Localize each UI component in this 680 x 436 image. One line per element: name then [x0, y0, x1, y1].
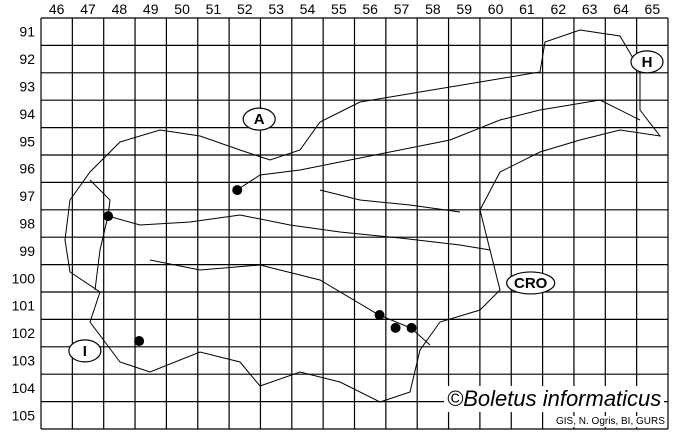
- region-label-ellipse: [630, 50, 664, 74]
- border-polygon: [64, 29, 662, 403]
- column-label: 56: [362, 1, 378, 17]
- column-label: 46: [49, 1, 65, 17]
- row-label: 97: [19, 188, 35, 204]
- river: [149, 259, 431, 346]
- column-label: 57: [394, 1, 410, 17]
- record-dot: [134, 336, 145, 347]
- row-label: 92: [19, 51, 35, 67]
- row-label: 94: [19, 106, 35, 122]
- row-label: 102: [12, 325, 36, 341]
- river: [319, 189, 461, 213]
- region-label: I: [83, 343, 87, 360]
- column-label: 51: [206, 1, 222, 17]
- region-label: A: [254, 111, 265, 128]
- region-label-ellipse: [506, 271, 556, 295]
- row-label: 99: [19, 243, 35, 259]
- region-label-ellipse: [68, 339, 102, 363]
- column-label: 47: [80, 1, 96, 17]
- row-label: 105: [12, 407, 36, 423]
- column-label: 49: [143, 1, 159, 17]
- column-label: 63: [582, 1, 598, 17]
- column-label: 60: [488, 1, 504, 17]
- row-label: 93: [19, 79, 35, 95]
- column-label: 50: [174, 1, 190, 17]
- column-label: 52: [237, 1, 253, 17]
- row-label: 100: [12, 270, 36, 286]
- row-label: 91: [19, 24, 35, 40]
- column-label: 53: [268, 1, 284, 17]
- record-dot: [374, 310, 385, 321]
- column-label: 65: [645, 1, 661, 17]
- row-label: 96: [19, 161, 35, 177]
- record-dot: [406, 322, 417, 333]
- river: [89, 179, 111, 291]
- record-dot: [232, 185, 243, 196]
- column-label: 62: [550, 1, 566, 17]
- row-label: 101: [12, 298, 36, 314]
- column-label: 55: [331, 1, 347, 17]
- column-label: 61: [519, 1, 535, 17]
- river: [236, 99, 641, 191]
- credit-text: GIS, N. Ogris, BI, GURS: [554, 416, 667, 427]
- record-dots: [103, 185, 417, 347]
- column-label: 48: [112, 1, 128, 17]
- copyright-text: ©Boletus informaticus: [444, 386, 665, 412]
- region-label-ellipse: [242, 107, 276, 131]
- row-label: 98: [19, 216, 35, 232]
- grid-lines: 46 47 48 49 50 51 52 53 54 55 56 57 58 59 60 61 62 63 64 65…: [12, 1, 669, 430]
- row-label: 95: [19, 133, 35, 149]
- river: [107, 214, 491, 251]
- region-labels: A H CRO I: [68, 50, 664, 363]
- region-label: CRO: [514, 275, 548, 292]
- row-label: 104: [12, 380, 36, 396]
- column-label: 59: [456, 1, 472, 17]
- column-label: 58: [425, 1, 441, 17]
- row-label: 103: [12, 353, 36, 369]
- column-label: 54: [300, 1, 316, 17]
- column-label: 64: [613, 1, 629, 17]
- record-dot: [390, 322, 401, 333]
- record-dot: [103, 211, 114, 222]
- region-label: H: [642, 54, 653, 71]
